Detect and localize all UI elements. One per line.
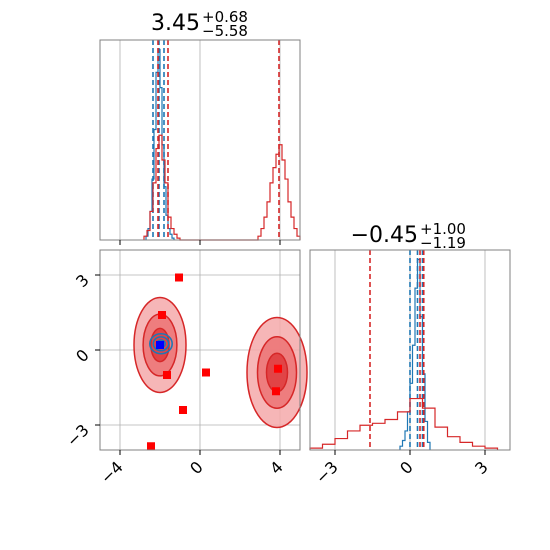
x-tick-label: 4 [266, 457, 287, 478]
blue-histogram [399, 258, 431, 450]
blue-contour [149, 332, 174, 355]
x-tick-label: 0 [186, 457, 207, 478]
red-sample-marker [274, 364, 282, 373]
title-param2: −0.45 [351, 223, 418, 248]
marginal-param1-panel [99, 39, 301, 245]
x-tick-label: 0 [396, 457, 417, 478]
y-tick-label: −3 [63, 420, 93, 450]
y-tick-label: 0 [72, 345, 93, 366]
red-sample-marker [179, 406, 187, 414]
red-sample-marker [147, 442, 155, 451]
red-sample-marker [175, 273, 183, 282]
red-sample-marker [272, 387, 280, 396]
marginal-param2-panel: −3 0 3 [309, 249, 511, 488]
title-param2-sub: −1.19 [420, 234, 466, 252]
title-param1-sup: +0.68 [202, 8, 248, 26]
x-tick-label: −4 [97, 457, 127, 487]
red-sample-marker [202, 368, 210, 377]
blue-sample-marker [156, 341, 164, 349]
x-tick-label: 3 [471, 457, 492, 478]
red-histogram [143, 134, 301, 241]
red-histogram [309, 397, 499, 450]
title-param1-sub: −5.58 [202, 22, 248, 40]
blue-contour [152, 336, 170, 352]
x-tick-label: −3 [312, 457, 342, 487]
title-param2-sup: +1.00 [420, 220, 466, 238]
joint-param1-param2-panel: −4 0 4 −3 0 3 [63, 249, 308, 488]
red-sample-marker [163, 371, 171, 379]
y-tick-label: 3 [72, 270, 93, 291]
title-param1: 3.45 [151, 11, 200, 36]
red-sample-marker [158, 311, 166, 319]
